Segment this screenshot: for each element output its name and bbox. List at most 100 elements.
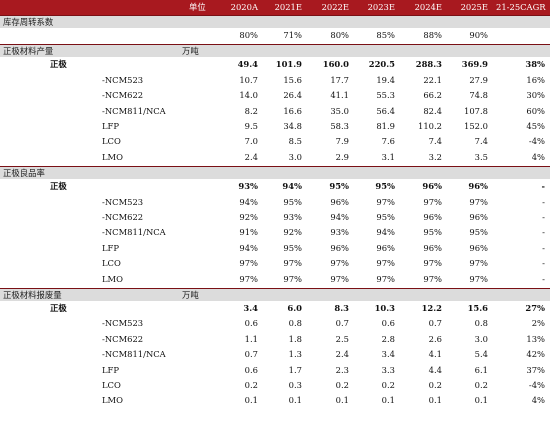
table-cell: 22.1 — [423, 74, 442, 85]
table-cell: 95% — [283, 196, 302, 207]
table-cell: 9.5 — [244, 121, 258, 131]
row-label: LMO — [102, 395, 124, 406]
row-label: LCO — [102, 136, 121, 147]
table-cell: 95% — [469, 227, 488, 238]
header-year: 2022E — [321, 2, 349, 12]
row-label: -NCM622 — [102, 90, 144, 101]
row-label: LCO — [102, 258, 121, 269]
section-header: 正极材料报废量 万吨 — [0, 288, 550, 301]
cagr-cell: 13% — [526, 333, 545, 344]
row-label: 正极 — [50, 59, 67, 70]
section-unit: 万吨 — [182, 46, 199, 57]
table-cell: 160.0 — [322, 59, 349, 70]
table-cell: 3.4 — [381, 349, 395, 360]
table-cell: 7.4 — [474, 136, 488, 147]
row-label: LFP — [102, 364, 120, 375]
table-cell: 0.2 — [381, 380, 395, 390]
table-cell: 49.4 — [237, 59, 258, 70]
table-cell: 0.1 — [244, 395, 258, 406]
table-cell: 0.1 — [288, 395, 302, 406]
row-label: 正极 — [50, 181, 67, 192]
table-cell: 97% — [423, 258, 442, 269]
table-cell: 3.5 — [474, 151, 488, 162]
table-cell: 0.2 — [474, 380, 488, 390]
table-cell: 288.3 — [415, 59, 442, 70]
table-cell: 96% — [330, 196, 349, 207]
table-cell: 0.8 — [474, 318, 488, 329]
cagr-cell: 45% — [526, 121, 545, 131]
table-cell: 26.4 — [283, 90, 302, 101]
cagr-cell: 60% — [526, 105, 545, 116]
table-cell: 0.2 — [244, 380, 258, 390]
table-cell: 7.4 — [428, 136, 442, 147]
table-cell: 71% — [283, 30, 302, 40]
cagr-cell: - — [542, 227, 545, 238]
table-cell: 0.1 — [474, 395, 488, 406]
table-cell: 8.5 — [288, 136, 302, 147]
table-cell: 1.1 — [244, 333, 258, 344]
table-cell: 90% — [469, 30, 488, 40]
header-year: 2025E — [460, 2, 488, 12]
header-year: 2020A — [230, 2, 258, 12]
table-cell: 0.1 — [428, 395, 442, 406]
row-label: -NCM523 — [102, 74, 144, 85]
header-cagr: 21-25CAGR — [496, 2, 546, 12]
table-cell: 58.3 — [330, 121, 349, 131]
table-cell: 0.7 — [428, 318, 442, 329]
table-cell: 81.9 — [376, 121, 395, 131]
table-cell: 56.4 — [376, 105, 395, 116]
table-cell: 7.6 — [381, 136, 395, 147]
table-cell: 15.6 — [283, 74, 302, 85]
table-cell: 93% — [283, 212, 302, 222]
table-cell: 0.6 — [381, 318, 395, 329]
table-cell: 0.8 — [288, 318, 302, 329]
table-cell: 55.3 — [376, 90, 395, 101]
table-cell: 15.6 — [467, 303, 488, 313]
table-cell: 7.9 — [335, 136, 349, 147]
table-cell: 97% — [469, 258, 488, 269]
section-header: 正极材料产量 万吨 — [0, 44, 550, 58]
table-cell: 88% — [423, 30, 442, 40]
table-cell: 97% — [330, 258, 349, 269]
cagr-cell: - — [541, 181, 545, 192]
table-cell: 369.9 — [461, 59, 488, 70]
table-cell: 94% — [282, 181, 302, 192]
table-cell: 92% — [239, 212, 258, 222]
table-cell: 96% — [376, 242, 395, 253]
table-cell: 97% — [330, 273, 349, 284]
table-cell: 93% — [238, 181, 258, 192]
table-cell: 95% — [376, 212, 395, 222]
row-label: LFP — [102, 242, 120, 253]
table-cell: 91% — [239, 227, 258, 238]
table-cell: 96% — [330, 242, 349, 253]
table-cell: 96% — [469, 212, 488, 222]
table-cell: 10.7 — [239, 74, 258, 85]
cagr-cell: - — [542, 212, 545, 222]
table-cell: 2.3 — [335, 364, 349, 375]
table-cell: 0.2 — [428, 380, 442, 390]
table-cell: 95% — [375, 181, 395, 192]
table-cell: 80% — [239, 30, 258, 40]
table-cell: 8.3 — [334, 303, 349, 313]
table-cell: 82.4 — [423, 105, 442, 116]
table-cell: 4.4 — [428, 364, 442, 375]
table-header: 单位 2020A 2021E 2022E 2023E 2024E 2025E 21-25C… — [0, 0, 550, 15]
cagr-cell: 38% — [525, 59, 545, 70]
cagr-cell: 37% — [526, 364, 545, 375]
table-cell: 10.3 — [374, 303, 395, 313]
cagr-cell: - — [542, 242, 545, 253]
table-cell: 2.8 — [381, 333, 395, 344]
table-cell: 96% — [468, 181, 488, 192]
row-label: -NCM622 — [102, 333, 144, 344]
table-cell: 97% — [469, 273, 488, 284]
table-cell: 97% — [376, 196, 395, 207]
table-cell: 95% — [283, 242, 302, 253]
table-cell: 94% — [239, 196, 258, 207]
table-cell: 3.3 — [381, 364, 395, 375]
table-cell: 97% — [283, 273, 302, 284]
row-label: -NCM622 — [102, 212, 144, 222]
row-label: LMO — [102, 273, 124, 284]
table-cell: 93% — [330, 227, 349, 238]
table-cell: 3.4 — [243, 303, 258, 313]
